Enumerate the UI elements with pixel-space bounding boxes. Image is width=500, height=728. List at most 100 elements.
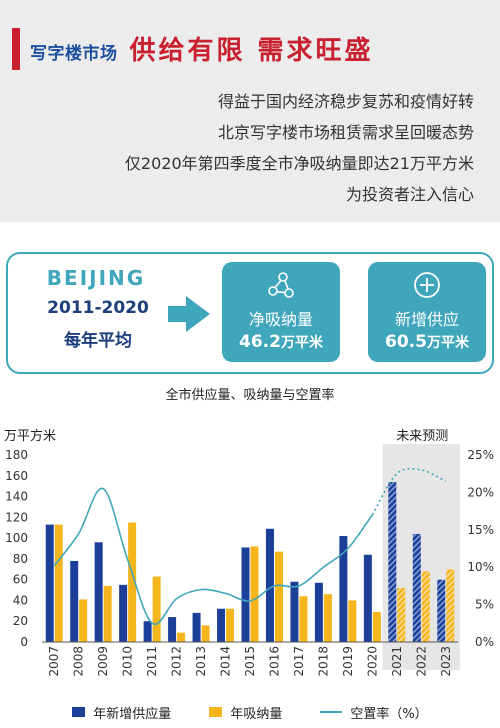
header-line-2: 北京写字楼市场租赁需求呈回暖态势 (217, 123, 474, 142)
forecast-label: 未来预测 (396, 429, 448, 444)
y-tick-label: 120 (5, 510, 28, 524)
x-tick-label: 2013 (194, 646, 208, 677)
header-title-row: 写字楼市场 供给有限 需求旺盛 (30, 30, 374, 70)
absorption-bar (103, 585, 112, 642)
legend-swatch-supply (72, 707, 86, 717)
molecule-network-icon (268, 272, 294, 298)
supply-bar (412, 533, 421, 642)
y-tick-label: 20 (13, 614, 28, 628)
supply-bar (314, 582, 323, 642)
net-absorption-label: 净吸纳量 (248, 310, 313, 329)
supply-bar (241, 547, 250, 642)
city-label: BEIJING (46, 266, 146, 290)
absorption-bar (54, 524, 63, 642)
absorption-bar (201, 625, 210, 642)
y-tick-label: 140 (5, 490, 28, 504)
vacancy-line-actual (53, 487, 374, 626)
absorption-bar (299, 596, 308, 642)
new-supply-number: 60.5 (385, 332, 427, 352)
supply-bar (437, 579, 446, 642)
x-tick-label: 2012 (170, 646, 184, 677)
legend-label-absorption: 年吸纳量 (230, 706, 283, 722)
header-description: 得益于国内经济稳步复苏和疫情好转 北京写字楼市场租赁需求呈回暖态势 仅2020年… (34, 86, 474, 210)
y-axis-unit-label: 万平方米 (4, 428, 56, 444)
absorption-bar (372, 611, 381, 642)
supply-bar (339, 536, 348, 642)
absorption-bar (152, 576, 161, 642)
y-tick-label: 160 (5, 469, 28, 483)
y2-tick-label: 5% (475, 598, 494, 612)
chart-title: 全市供应量、吸纳量与空置率 (165, 388, 335, 403)
supply-bar (217, 608, 226, 642)
y-tick-label: 60 (13, 573, 28, 587)
y-tick-label: 0 (20, 635, 28, 649)
header-title: 供给有限 需求旺盛 (129, 36, 374, 66)
header-line-1: 得益于国内经济稳步复苏和疫情好转 (217, 92, 474, 111)
absorption-bar (397, 587, 406, 642)
x-tick-label: 2017 (292, 646, 306, 677)
y-axis-left: 0 20 40 60 80 100 120 140 160 180 (5, 448, 28, 649)
net-absorption-value: 46.2万平米 (222, 332, 340, 352)
x-tick-label: 2007 (47, 646, 61, 677)
supply-bar (143, 621, 152, 642)
absorption-bar (348, 600, 357, 642)
header-panel: 写字楼市场 供给有限 需求旺盛 得益于国内经济稳步复苏和疫情好转 北京写字楼市场… (0, 0, 500, 222)
y2-tick-label: 0% (475, 635, 494, 649)
y2-tick-label: 20% (467, 485, 494, 499)
supply-bar (290, 581, 299, 642)
supply-absorption-vacancy-chart: 万平方米 未来预测 0 20 40 60 80 100 120 140 160 180 0% 5% 1… (4, 428, 494, 677)
legend-label-supply: 年新增供应量 (93, 706, 172, 722)
supply-bar (388, 482, 397, 642)
x-tick-label: 2019 (341, 646, 355, 677)
chevron-right-arrow-icon (168, 296, 210, 332)
x-tick-label: 2018 (316, 646, 330, 677)
net-absorption-unit: 万平米 (280, 335, 323, 351)
legend-swatch-vacancy (320, 711, 343, 713)
header-tag: 写字楼市场 (30, 44, 118, 64)
x-tick-label: 2009 (96, 646, 110, 677)
legend-item-vacancy: 空置率（%） (320, 703, 428, 722)
y-tick-label: 100 (5, 531, 28, 545)
y-tick-label: 180 (5, 448, 28, 462)
absorption-bar (446, 569, 455, 642)
supply-bar (192, 612, 201, 642)
supply-bar (265, 528, 274, 642)
chart-legend: 年新增供应量 年吸纳量 空置率（%） (0, 700, 500, 724)
legend-label-vacancy: 空置率（%） (350, 706, 428, 722)
vacancy-line-forecast (371, 467, 447, 516)
legend-item-supply: 年新增供应量 (72, 703, 171, 722)
header-line-4: 为投资者注入信心 (345, 185, 474, 204)
absorption-bar (177, 632, 186, 642)
supply-bar (70, 560, 79, 642)
y-tick-label: 40 (13, 593, 28, 607)
x-tick-label: 2010 (121, 646, 135, 677)
absorption-bar (226, 608, 235, 642)
legend-swatch-absorption (209, 707, 223, 717)
x-tick-label: 2011 (145, 646, 159, 677)
plus-circle-icon (414, 272, 440, 298)
bars-group (45, 482, 455, 642)
absorption-bar (274, 551, 283, 642)
net-absorption-card: 净吸纳量 46.2万平米 (222, 262, 340, 362)
supply-bar (45, 524, 54, 642)
supply-bar (168, 617, 177, 642)
x-tick-label: 2021 (390, 646, 404, 677)
new-supply-unit: 万平米 (426, 335, 469, 351)
supply-bar (94, 542, 103, 642)
new-supply-value: 60.5万平米 (368, 332, 486, 352)
vacancy-line-group (53, 467, 447, 626)
y2-tick-label: 25% (467, 448, 494, 462)
x-tick-label: 2023 (439, 646, 453, 677)
x-tick-label: 2016 (267, 646, 281, 677)
average-label: 每年平均 (64, 331, 132, 351)
years-label: 2011-2020 (47, 298, 149, 318)
new-supply-card: 新增供应 60.5万平米 (368, 262, 486, 362)
absorption-bar (128, 522, 137, 642)
x-tick-label: 2008 (72, 646, 86, 677)
y-tick-label: 80 (13, 552, 28, 566)
legend-item-absorption: 年吸纳量 (209, 703, 282, 722)
stats-box: BEIJING 2011-2020 每年平均 净吸纳量 46.2万平米 (6, 252, 494, 374)
net-absorption-number: 46.2 (239, 332, 281, 352)
absorption-bar (421, 571, 430, 642)
supply-bar (363, 554, 372, 642)
